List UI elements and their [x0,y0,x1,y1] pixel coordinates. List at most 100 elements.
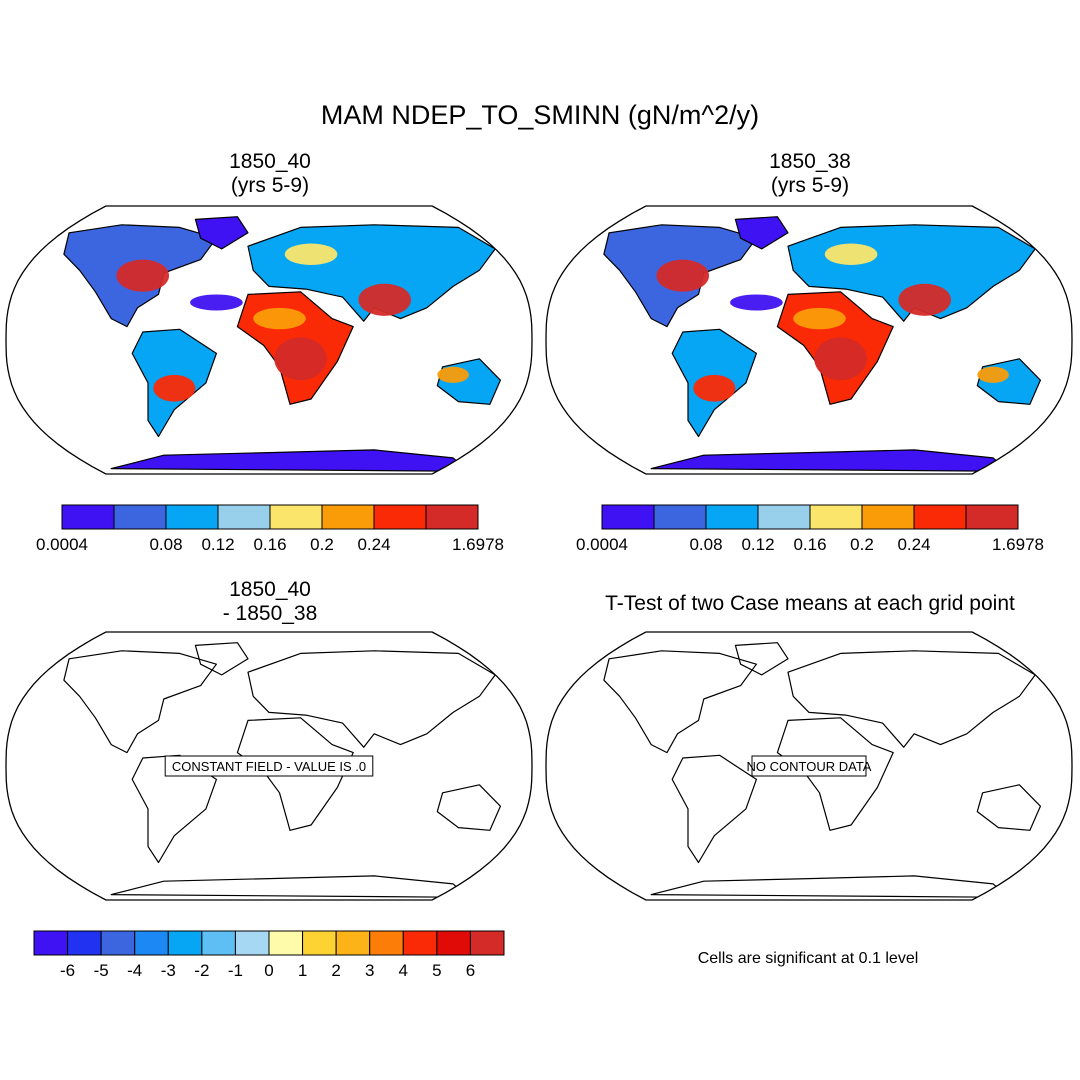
colorbar-diff-label: 3 [365,961,374,980]
colorbar-p2-label: 0.2 [850,535,874,554]
colorbar-p2-label: 0.08 [689,535,722,554]
footnote-text: Cells are significant at 0.1 level [698,950,919,967]
colorbar-diff-swatch [234,930,270,956]
colorbar-p1-label: 0.08 [149,535,182,554]
colorbar-diff-swatch [268,930,304,956]
colorbar-diff-swatch [402,930,438,956]
colorbar-p2-swatch [601,504,655,530]
colorbar-diff-label: 5 [432,961,441,980]
panel-title-p2: 1850_38 (yrs 5-9) [660,150,960,198]
colorbar-diff-label: 2 [331,961,340,980]
field-hotspot [284,243,338,265]
panel-title-p1: 1850_40 (yrs 5-9) [120,150,420,198]
colorbar-p2-label: 0.12 [741,535,774,554]
colorbar-p2-label: 0.0004 [576,535,628,554]
landmass-greenland [194,642,249,676]
colorbar-p1-swatch [165,504,219,530]
panel-title-p4: T-Test of two Case means at each grid po… [540,592,1080,616]
landmass-eurasia [247,650,496,748]
colorbar-p2-swatch [757,504,811,530]
colorbar-diff-swatch [33,930,69,956]
landmass-australia [976,784,1041,831]
panel-title-p3-line2: - 1850_38 [222,602,318,625]
panel-title-p1-line1: 1850_40 [229,150,311,173]
field-hotspot [116,259,170,292]
panel-title-p3-line1: 1850_40 [229,578,311,601]
colorbar-p1-label: 0.12 [201,535,234,554]
map-border [545,631,1073,901]
colorbar-p1-label: 1.6978 [452,535,504,554]
colorbar-p1-swatch [373,504,427,530]
field-hotspot [898,283,952,316]
colorbar-diff-label: 6 [466,961,475,980]
landmass-greenland [734,216,789,250]
colorbar-diff-label: -2 [194,961,209,980]
panel-title-p4-line1: T-Test of two Case means at each grid po… [605,592,1015,615]
panel-message-box-p3 [164,755,374,777]
landmass-greenland [734,642,789,676]
figure-title: MAM NDEP_TO_SMINN (gN/m^2/y) [320,100,760,130]
landmass-south-america [671,754,757,864]
field-hotspot [274,337,327,381]
map-p1 [5,205,533,475]
landmass-australia [436,784,501,831]
colorbar-p2: 0.0004 0.08 0.12 0.16 0.2 0.24 1.6978 [576,504,1044,554]
colorbar-diff-swatch [302,930,337,956]
colorbar-p1-label: 0.0004 [36,535,88,554]
map-border [5,205,533,475]
panel-title-p2-line1: 1850_38 [769,150,851,173]
colorbar-diff-swatch [67,930,102,956]
colorbar-diff-swatch [369,930,404,956]
landmass-greenland [194,216,249,250]
landmass-north-america [63,650,217,754]
landmass-eurasia [787,650,1036,748]
field-hotspot [730,294,783,311]
panel-title-p1-line2: (yrs 5-9) [230,174,310,197]
colorbar-diff-label: 0 [264,961,273,980]
field-hotspot [437,366,469,383]
colorbar-p2-swatch [705,504,759,530]
map-border [5,631,533,901]
field-hotspot [190,294,243,311]
panel-title-p2-line2: (yrs 5-9) [770,174,850,197]
colorbar-diff-label: -4 [127,961,142,980]
colorbar-diff-swatch [436,930,471,956]
map-p3: CONSTANT FIELD - VALUE IS .0 [5,631,533,901]
colorbar-diff-swatch [167,930,203,956]
colorbar-p1-swatch [321,504,375,530]
map-p4: NO CONTOUR DATA [545,631,1073,901]
colorbar-p2-swatch [965,504,1019,530]
field-hotspot [793,307,846,330]
colorbar-diff-swatch [335,930,371,956]
colorbar-diff-label: 1 [298,961,307,980]
map-border [545,205,1073,475]
colorbar-diff-label: -6 [60,961,75,980]
colorbar-p2-label: 0.24 [897,535,930,554]
colorbar-p1-swatch [269,504,323,530]
field-hotspot [153,374,196,402]
colorbar-p2-swatch [861,504,915,530]
colorbar-diff-swatch [469,930,505,956]
field-hotspot [693,374,736,402]
colorbar-diff-swatch [100,930,136,956]
colorbar-p1-swatch [113,504,167,530]
colorbar-p1-swatch [61,504,115,530]
panel-message-box-p4 [751,755,867,777]
colorbar-p2-label: 0.16 [793,535,826,554]
landmass-north-america [603,650,757,754]
colorbar-diff: -6 -5 -4 -3 -2 -1 0 1 2 3 4 5 6 [33,930,505,980]
colorbar-diff-label: -5 [94,961,109,980]
colorbar-diff-label: -1 [228,961,243,980]
field-hotspot [824,243,878,265]
colorbar-diff-swatch [201,930,236,956]
panel-message-p4: NO CONTOUR DATA [747,759,872,774]
colorbar-diff-label: -3 [161,961,176,980]
field-hotspot [358,283,412,316]
colorbar-p1: 0.0004 0.08 0.12 0.16 0.2 0.24 1.6978 [36,504,504,554]
field-hotspot [977,366,1009,383]
field-hotspot [656,259,710,292]
colorbar-p2-label: 1.6978 [992,535,1044,554]
colorbar-p2-swatch [809,504,863,530]
colorbar-p1-label: 0.16 [253,535,286,554]
